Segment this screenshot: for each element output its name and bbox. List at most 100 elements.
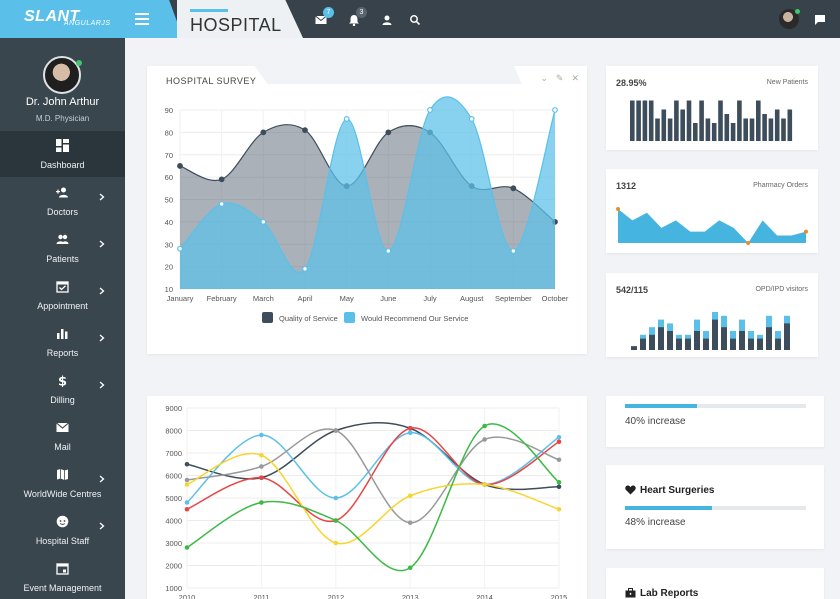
x-tick-label: 2015 <box>551 593 568 599</box>
y-tick-label: 10 <box>165 285 173 294</box>
bar <box>762 114 767 141</box>
sidebar-item-dashboard[interactable]: Dashboard <box>0 131 125 177</box>
sidebar-item-reports[interactable]: Reports <box>0 319 125 365</box>
close-icon[interactable]: ✕ <box>571 73 579 83</box>
y-tick-label: 3000 <box>165 539 182 548</box>
profile-avatar[interactable] <box>43 56 81 94</box>
y-tick-label: 5000 <box>165 494 182 503</box>
chevron-right-icon <box>99 334 105 342</box>
sidebar-item-billing[interactable]: $ Dilling <box>0 366 125 412</box>
search-icon[interactable] <box>409 14 421 26</box>
opd-ipd-visitors-bar-chart <box>631 312 790 350</box>
sidebar-item-event-management[interactable]: Event Management <box>0 554 125 599</box>
data-point <box>184 500 190 505</box>
mail-icon[interactable] <box>315 14 327 26</box>
x-tick-label: September <box>495 294 532 303</box>
x-tick-label: March <box>253 294 274 303</box>
sidebar-item-hospital-staff[interactable]: Hospital Staff <box>0 507 125 553</box>
bar <box>730 338 736 350</box>
bar <box>781 118 786 141</box>
data-point <box>556 479 562 485</box>
menu-toggle-button[interactable] <box>125 0 183 38</box>
data-point <box>184 482 190 487</box>
collapse-icon[interactable]: ⌄ <box>540 73 548 83</box>
heart-icon <box>625 485 636 495</box>
sidebar-item-patients[interactable]: Patients <box>0 225 125 271</box>
online-status-dot <box>795 9 800 14</box>
data-point <box>482 437 487 442</box>
card-title: Heart Surgeries <box>640 485 715 496</box>
y-tick-label: 7000 <box>165 449 182 458</box>
data-point <box>259 432 264 438</box>
sidebar-item-appointment[interactable]: Appointment <box>0 272 125 318</box>
bar <box>739 331 745 350</box>
data-point <box>482 423 487 429</box>
legend-swatch <box>262 312 273 323</box>
data-point <box>556 439 562 445</box>
x-tick-label: February <box>207 294 237 303</box>
sidebar-item-label: Reports <box>46 348 79 358</box>
bar <box>661 109 667 141</box>
logo-area[interactable]: SLANT ANGULARJS <box>0 0 125 38</box>
bar <box>640 338 646 350</box>
data-point <box>407 493 413 499</box>
user-avatar[interactable] <box>779 9 799 29</box>
lab-reports-card: Lab Reports <box>606 568 824 599</box>
sidebar-item-label: Event Management <box>23 583 102 593</box>
bell-icon[interactable] <box>348 14 360 26</box>
data-point <box>184 545 190 550</box>
increase-progress-card: 40% increase <box>606 396 824 447</box>
y-tick-label: 4000 <box>165 517 182 526</box>
data-point <box>510 185 517 192</box>
data-point <box>804 229 808 234</box>
bar <box>705 118 711 141</box>
data-point <box>177 163 183 169</box>
bar <box>748 338 754 350</box>
bar <box>784 323 790 350</box>
sidebar-item-mail[interactable]: Mail <box>0 413 125 459</box>
sidebar-item-label: Hospital Staff <box>35 536 90 546</box>
heart-surgeries-card: Heart Surgeries 48% increase <box>606 465 824 549</box>
bar <box>756 100 761 141</box>
chevron-right-icon <box>99 475 105 483</box>
series-line <box>186 423 560 572</box>
sidebar-item-label: Appointment <box>37 301 88 311</box>
data-point <box>302 265 308 272</box>
bar <box>718 100 723 141</box>
y-tick-label: 2000 <box>165 562 182 571</box>
sidebar-item-worldwide-centres[interactable]: WorldWide Centres <box>0 460 125 506</box>
data-point <box>218 201 225 207</box>
data-point <box>302 127 308 134</box>
y-tick-label: 1000 <box>165 584 182 593</box>
chat-icon[interactable] <box>814 14 826 26</box>
bar <box>655 118 660 141</box>
data-point <box>333 540 339 546</box>
sidebar-item-label: Dashboard <box>40 160 85 170</box>
sidebar-item-doctors[interactable]: Doctors <box>0 178 125 224</box>
dollar-icon: $ <box>58 375 67 388</box>
y-tick-label: 30 <box>165 240 173 249</box>
data-point <box>556 506 562 512</box>
mail-icon <box>56 422 69 432</box>
bar <box>724 114 730 141</box>
stat-value: 1312 <box>616 181 637 191</box>
dashboard-icon <box>56 139 69 152</box>
y-tick-label: 70 <box>165 151 173 160</box>
bar <box>667 331 673 350</box>
progress-fill <box>625 404 698 408</box>
user-icon[interactable] <box>381 14 393 26</box>
data-point <box>407 565 413 571</box>
card-tools: ⌄ ✎ ✕ <box>540 73 579 84</box>
bar <box>631 346 637 350</box>
card-title: Lab Reports <box>640 588 699 599</box>
area <box>618 209 806 243</box>
pharmacy-orders-area-chart <box>616 207 808 245</box>
logo-subtitle: ANGULARJS <box>64 20 111 27</box>
edit-icon[interactable]: ✎ <box>555 73 564 83</box>
x-tick-label: 2011 <box>253 593 269 599</box>
y-tick-label: 50 <box>165 196 173 205</box>
bar <box>649 334 655 350</box>
stat-value: 28.95% <box>616 78 647 88</box>
data-point <box>482 482 487 487</box>
bar <box>642 100 648 141</box>
